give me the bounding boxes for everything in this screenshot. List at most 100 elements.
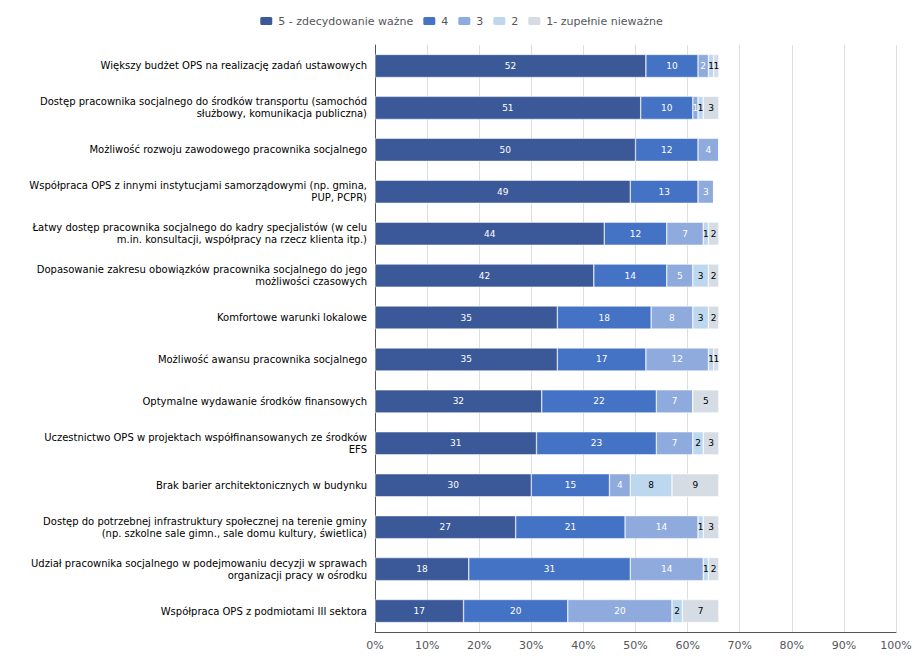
svg-text:3: 3 bbox=[708, 522, 714, 532]
svg-text:80%: 80% bbox=[780, 639, 804, 652]
svg-text:Możliwość awansu pracownika so: Możliwość awansu pracownika socjalnego bbox=[158, 354, 367, 365]
svg-text:51: 51 bbox=[502, 103, 513, 113]
svg-text:możliwości czasowych: możliwości czasowych bbox=[255, 276, 367, 287]
svg-text:3: 3 bbox=[698, 313, 704, 323]
svg-text:5: 5 bbox=[677, 271, 683, 281]
svg-text:1: 1 bbox=[713, 61, 719, 71]
svg-text:20: 20 bbox=[614, 606, 626, 616]
svg-text:8: 8 bbox=[648, 480, 654, 490]
svg-text:organizacji pracy w ośrodku: organizacji pracy w ośrodku bbox=[228, 570, 367, 581]
svg-text:22: 22 bbox=[593, 396, 604, 406]
svg-text:Udział pracownika socjalnego w: Udział pracownika socjalnego w podejmowa… bbox=[31, 558, 367, 569]
svg-text:30%: 30% bbox=[519, 639, 543, 652]
svg-text:Współpraca OPS z innymi instyt: Współpraca OPS z innymi instytucjami sam… bbox=[29, 180, 367, 191]
svg-text:Dostęp do potrzebnej infrastru: Dostęp do potrzebnej infrastruktury społ… bbox=[43, 516, 367, 527]
svg-text:2: 2 bbox=[711, 313, 717, 323]
svg-text:100%: 100% bbox=[880, 639, 911, 652]
svg-text:służbowy, komunikacja publiczn: służbowy, komunikacja publiczna) bbox=[197, 108, 367, 119]
svg-text:m.in. konsultacji, współpracy: m.in. konsultacji, współpracy na rzecz k… bbox=[117, 234, 367, 245]
svg-text:21: 21 bbox=[565, 522, 576, 532]
svg-text:50: 50 bbox=[500, 145, 512, 155]
svg-text:52: 52 bbox=[505, 61, 516, 71]
svg-text:40%: 40% bbox=[571, 639, 595, 652]
svg-text:42: 42 bbox=[479, 271, 490, 281]
svg-text:3: 3 bbox=[698, 271, 704, 281]
svg-text:50%: 50% bbox=[623, 639, 647, 652]
svg-text:14: 14 bbox=[656, 522, 668, 532]
svg-text:4: 4 bbox=[441, 15, 448, 28]
svg-text:2: 2 bbox=[711, 564, 717, 574]
svg-text:Komfortowe warunki lokalowe: Komfortowe warunki lokalowe bbox=[217, 312, 367, 323]
svg-text:23: 23 bbox=[591, 438, 602, 448]
svg-text:17: 17 bbox=[596, 354, 607, 364]
svg-text:2: 2 bbox=[711, 271, 717, 281]
svg-text:60%: 60% bbox=[675, 639, 699, 652]
svg-text:Większy budżet OPS na realizac: Większy budżet OPS na realizację zadań u… bbox=[101, 60, 367, 71]
svg-text:17: 17 bbox=[414, 606, 425, 616]
svg-text:49: 49 bbox=[497, 187, 509, 197]
svg-text:20: 20 bbox=[510, 606, 522, 616]
svg-text:Dopasowanie zakresu obowiązków: Dopasowanie zakresu obowiązków pracownik… bbox=[37, 264, 367, 275]
svg-text:2: 2 bbox=[511, 15, 518, 28]
svg-text:1: 1 bbox=[698, 522, 704, 532]
svg-text:1: 1 bbox=[692, 102, 699, 113]
svg-text:1: 1 bbox=[713, 354, 719, 364]
svg-text:18: 18 bbox=[599, 313, 611, 323]
svg-text:12: 12 bbox=[630, 229, 641, 239]
svg-text:35: 35 bbox=[460, 313, 471, 323]
svg-text:31: 31 bbox=[450, 438, 461, 448]
svg-text:3: 3 bbox=[708, 103, 714, 113]
svg-text:10: 10 bbox=[666, 61, 678, 71]
svg-text:13: 13 bbox=[658, 187, 669, 197]
svg-text:18: 18 bbox=[416, 564, 428, 574]
svg-text:8: 8 bbox=[669, 313, 675, 323]
svg-text:5 - zdecydowanie ważne: 5 - zdecydowanie ważne bbox=[278, 15, 413, 28]
svg-text:5: 5 bbox=[703, 396, 709, 406]
svg-text:7: 7 bbox=[672, 396, 678, 406]
svg-text:2: 2 bbox=[695, 438, 701, 448]
svg-text:7: 7 bbox=[672, 438, 678, 448]
svg-text:Brak barier architektonicznych: Brak barier architektonicznych w budynku bbox=[156, 480, 367, 491]
svg-text:Współpraca OPS z podmiotami II: Współpraca OPS z podmiotami III sektora bbox=[161, 606, 367, 617]
svg-text:7: 7 bbox=[682, 229, 688, 239]
svg-text:Optymalne wydawanie środków fi: Optymalne wydawanie środków finansowych bbox=[142, 396, 367, 407]
svg-text:1: 1 bbox=[703, 564, 709, 574]
svg-text:1: 1 bbox=[703, 229, 709, 239]
svg-text:Dostęp pracownika socjalnego d: Dostęp pracownika socjalnego do środków … bbox=[40, 96, 367, 107]
svg-text:12: 12 bbox=[671, 354, 682, 364]
svg-text:70%: 70% bbox=[727, 639, 751, 652]
svg-text:1- zupełnie nieważne: 1- zupełnie nieważne bbox=[546, 15, 663, 28]
svg-text:3: 3 bbox=[703, 187, 709, 197]
svg-text:10%: 10% bbox=[415, 639, 439, 652]
svg-text:4: 4 bbox=[706, 145, 712, 155]
svg-text:Uczestnictwo OPS w projektach: Uczestnictwo OPS w projektach współfinan… bbox=[44, 432, 367, 443]
svg-text:30: 30 bbox=[447, 480, 459, 490]
svg-text:9: 9 bbox=[693, 480, 699, 490]
svg-text:14: 14 bbox=[661, 564, 673, 574]
svg-text:3: 3 bbox=[708, 438, 714, 448]
svg-text:14: 14 bbox=[625, 271, 637, 281]
svg-text:27: 27 bbox=[440, 522, 451, 532]
svg-text:31: 31 bbox=[544, 564, 555, 574]
svg-text:10: 10 bbox=[661, 103, 673, 113]
svg-text:EFS: EFS bbox=[349, 444, 367, 455]
svg-text:15: 15 bbox=[565, 480, 576, 490]
svg-text:35: 35 bbox=[460, 354, 471, 364]
svg-text:Możliwość rozwoju zawodowego p: Możliwość rozwoju zawodowego pracownika … bbox=[89, 144, 367, 155]
svg-text:90%: 90% bbox=[832, 639, 856, 652]
svg-text:(np. szkolne sale gimn., sale: (np. szkolne sale gimn., sale domu kultu… bbox=[102, 528, 367, 539]
svg-text:2: 2 bbox=[711, 229, 717, 239]
svg-text:1: 1 bbox=[698, 103, 704, 113]
svg-text:2: 2 bbox=[700, 61, 706, 71]
svg-text:PUP, PCPR): PUP, PCPR) bbox=[311, 192, 367, 203]
svg-text:0%: 0% bbox=[366, 639, 383, 652]
svg-text:12: 12 bbox=[661, 145, 672, 155]
svg-text:44: 44 bbox=[484, 229, 496, 239]
svg-text:32: 32 bbox=[453, 396, 464, 406]
svg-text:20%: 20% bbox=[467, 639, 491, 652]
svg-text:7: 7 bbox=[698, 606, 704, 616]
svg-text:4: 4 bbox=[617, 480, 623, 490]
svg-text:2: 2 bbox=[674, 606, 680, 616]
svg-text:Łatwy dostęp pracownika socjal: Łatwy dostęp pracownika socjalnego do ka… bbox=[31, 222, 367, 233]
svg-text:3: 3 bbox=[476, 15, 483, 28]
